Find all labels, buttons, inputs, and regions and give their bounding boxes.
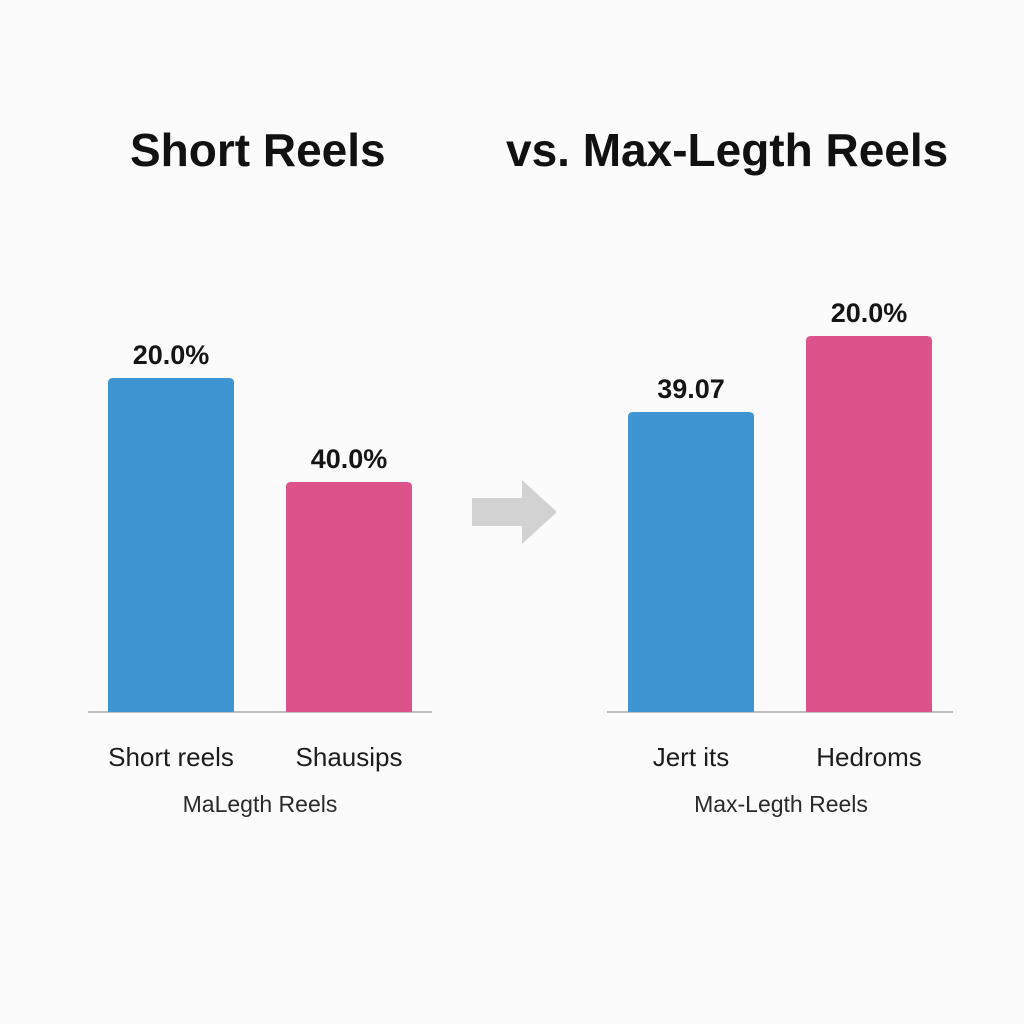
category-label: Hedroms <box>816 742 921 772</box>
bar-pink <box>286 482 412 712</box>
bar-pink <box>806 336 932 712</box>
bar-value-label: 20.0% <box>831 298 908 328</box>
group-axis-label: MaLegth Reels <box>183 791 338 817</box>
category-label: Jert its <box>653 742 730 772</box>
category-label: Short reels <box>108 742 234 772</box>
bar-value-label: 39.07 <box>657 374 725 404</box>
bar-value-label: 40.0% <box>311 444 388 474</box>
category-label: Shausips <box>296 742 403 772</box>
chart-panel-right: 39.07 Jert its 20.0% Hedroms Max-Legth Reels <box>607 298 953 817</box>
group-axis-label: Max-Legth Reels <box>694 791 868 817</box>
bar-value-label: 20.0% <box>133 340 210 370</box>
chart-panel-left: 20.0% Short reels 40.0% Shausips MaLegth Ree… <box>88 340 432 817</box>
bar-blue <box>108 378 234 712</box>
bar-blue <box>628 412 754 712</box>
arrow-right-icon <box>472 480 557 544</box>
